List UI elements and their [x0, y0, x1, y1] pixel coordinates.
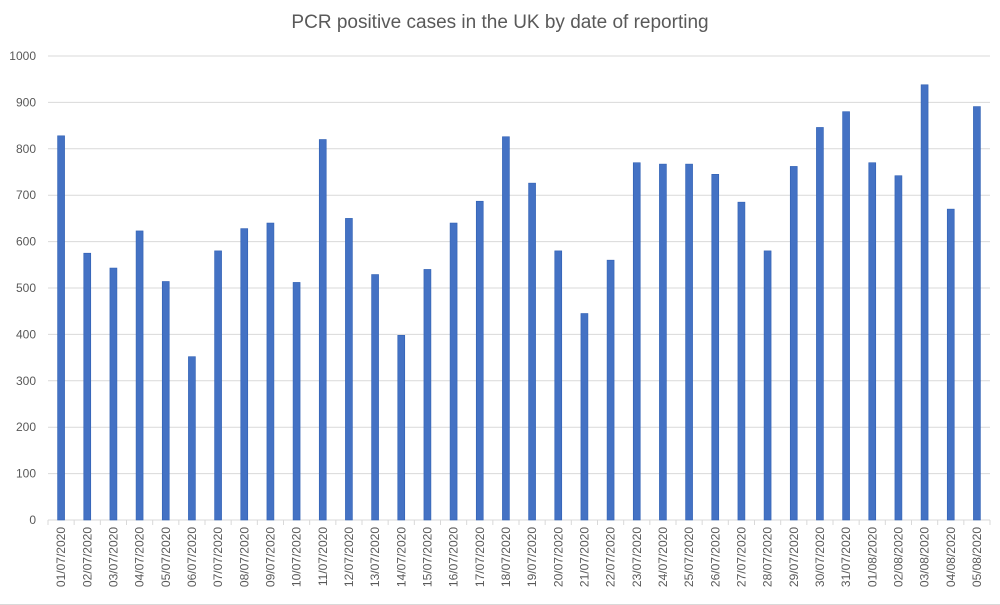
x-tick-label: 09/07/2020: [263, 527, 277, 587]
x-tick-label: 23/07/2020: [630, 527, 644, 587]
x-tick-label: 01/08/2020: [865, 527, 879, 587]
bar: [763, 250, 772, 521]
x-tick-label: 17/07/2020: [473, 527, 487, 587]
bar: [188, 356, 196, 521]
bar: [475, 200, 484, 521]
bar: [423, 269, 432, 521]
x-tick-label: 31/07/2020: [839, 527, 853, 587]
bar: [946, 208, 955, 521]
y-tick-label: 700: [16, 188, 36, 202]
bar: [973, 106, 981, 521]
y-tick-label: 0: [29, 513, 36, 527]
y-tick-label: 800: [16, 142, 36, 156]
x-tick-label: 19/07/2020: [525, 527, 539, 587]
bar: [318, 139, 327, 521]
y-tick-label: 400: [16, 327, 36, 341]
y-tick-label: 300: [16, 374, 36, 388]
x-tick-label: 25/07/2020: [682, 527, 696, 587]
x-tick-label: 01/07/2020: [54, 527, 68, 587]
bar: [606, 259, 615, 521]
x-tick-label: 12/07/2020: [342, 527, 356, 587]
x-tick-label: 29/07/2020: [787, 527, 801, 587]
bar: [737, 201, 746, 521]
bar: [240, 228, 249, 521]
x-tick-label: 30/07/2020: [813, 527, 827, 587]
x-tick-label: 04/08/2020: [944, 527, 958, 587]
bar: [580, 313, 589, 521]
y-tick-label: 600: [16, 235, 36, 249]
x-tick-label: 04/07/2020: [133, 527, 147, 587]
x-tick-label: 13/07/2020: [368, 527, 382, 587]
bar: [659, 163, 667, 521]
bar: [816, 127, 824, 521]
bar: [135, 230, 144, 521]
x-tick-label: 20/07/2020: [551, 527, 565, 587]
bar: [685, 163, 693, 521]
y-tick-label: 500: [16, 281, 36, 295]
x-tick-label: 08/07/2020: [237, 527, 251, 587]
bar: [57, 135, 65, 521]
x-tick-label: 27/07/2020: [734, 527, 748, 587]
bar: [632, 162, 641, 521]
bar: [214, 250, 222, 521]
bar: [554, 250, 563, 521]
bar: [842, 111, 850, 521]
bar: [161, 281, 170, 521]
y-tick-label: 900: [16, 95, 36, 109]
x-tick-label: 11/07/2020: [316, 527, 330, 586]
x-tick-label: 24/07/2020: [656, 527, 670, 587]
bar: [266, 222, 275, 521]
bar: [711, 174, 720, 521]
x-tick-label: 10/07/2020: [290, 527, 304, 587]
x-tick-label: 06/07/2020: [185, 527, 199, 587]
x-tick-label: 18/07/2020: [499, 527, 513, 587]
x-tick-label: 22/07/2020: [604, 527, 618, 587]
x-tick-label: 14/07/2020: [394, 527, 408, 587]
bar: [894, 175, 903, 521]
x-tick-label: 03/07/2020: [106, 527, 120, 587]
x-tick-label: 15/07/2020: [420, 527, 434, 587]
x-tick-label: 05/07/2020: [159, 527, 173, 587]
x-tick-label: 26/07/2020: [708, 527, 722, 587]
x-tick-label: 21/07/2020: [577, 527, 591, 587]
bar: [292, 282, 301, 521]
bar: [789, 166, 798, 521]
bar: [502, 136, 510, 521]
bar: [345, 218, 353, 521]
bar: [83, 252, 92, 521]
bar: [449, 222, 458, 521]
x-tick-label: 07/07/2020: [211, 527, 225, 587]
bar: [920, 84, 929, 521]
y-tick-label: 100: [16, 467, 36, 481]
bar: [371, 274, 379, 521]
chart-title: PCR positive cases in the UK by date of …: [291, 12, 709, 33]
bar: [397, 335, 406, 521]
y-tick-label: 1000: [9, 49, 36, 63]
x-tick-label: 05/08/2020: [970, 527, 984, 587]
x-tick-label: 28/07/2020: [761, 527, 775, 587]
x-tick-label: 02/07/2020: [80, 527, 94, 587]
bar: [109, 267, 118, 521]
x-tick-label: 16/07/2020: [447, 527, 461, 587]
x-tick-label: 02/08/2020: [891, 527, 905, 587]
bar: [528, 182, 536, 521]
x-tick-label: 03/08/2020: [918, 527, 932, 587]
bar: [868, 162, 877, 521]
y-tick-label: 200: [16, 420, 36, 434]
